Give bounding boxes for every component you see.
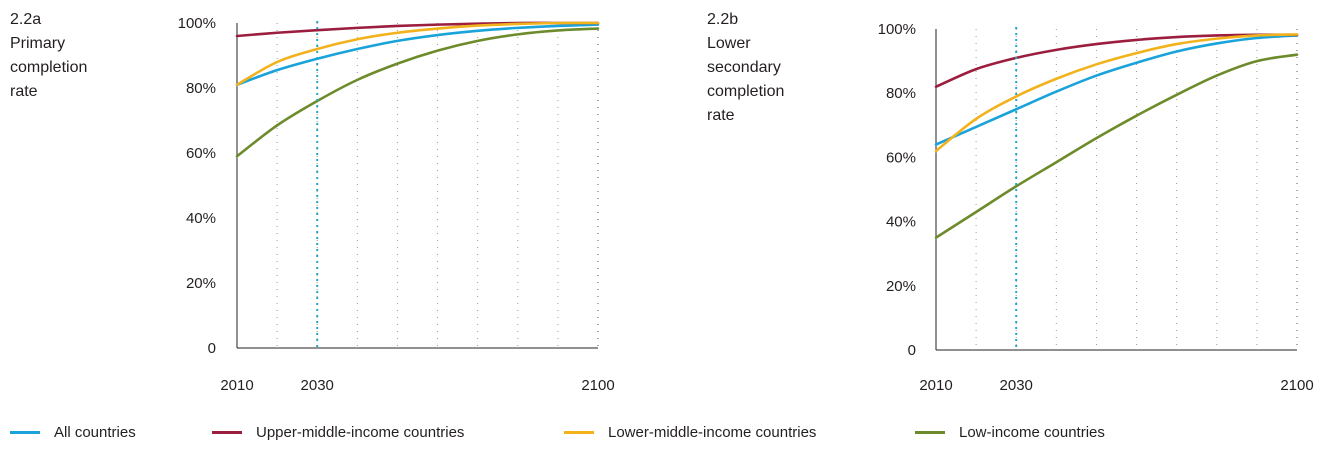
x-tick-label-2030: 2030 bbox=[301, 377, 334, 394]
y-tick-label-40: 40% bbox=[186, 210, 216, 227]
x-tick-label-2010: 2010 bbox=[220, 377, 253, 394]
chart-a-title: 2.2a Primary completion rate bbox=[10, 11, 88, 100]
legend-label-lower-middle: Lower-middle-income countries bbox=[608, 424, 817, 441]
legend-swatch-all-countries bbox=[10, 431, 40, 434]
legend-swatch-low-income bbox=[915, 431, 945, 434]
series-line-all-countries bbox=[235, 23, 600, 87]
y-tick-label-40: 40% bbox=[886, 214, 916, 231]
series-line-low-income-countries bbox=[934, 53, 1299, 239]
chart-a-primary-completion: 0 20% 40% 60% 80% 100% 2010 2030 2100 bbox=[178, 15, 615, 394]
y-tick-label-80: 80% bbox=[886, 85, 916, 102]
y-tick-label-80: 80% bbox=[186, 80, 216, 97]
y-tick-label-60: 60% bbox=[886, 149, 916, 166]
y-tick-label-60: 60% bbox=[186, 145, 216, 162]
y-tick-label-20: 20% bbox=[886, 278, 916, 295]
legend: All countries Upper-middle-income countr… bbox=[0, 424, 1317, 450]
legend-label-low-income: Low-income countries bbox=[959, 424, 1105, 441]
legend-label-upper-middle: Upper-middle-income countries bbox=[256, 424, 465, 441]
chart-b-lower-secondary-completion: 0 20% 40% 60% 80% 100% 2010 2030 2100 bbox=[878, 21, 1314, 394]
legend-swatch-lower-middle bbox=[564, 431, 594, 434]
y-tick-label-100: 100% bbox=[178, 15, 216, 32]
x-tick-label-2100: 2100 bbox=[581, 377, 614, 394]
y-tick-label-0: 0 bbox=[208, 340, 216, 357]
x-tick-label-2030: 2030 bbox=[1000, 377, 1033, 394]
series-line-all-countries bbox=[934, 34, 1299, 146]
legend-item-upper-middle: Upper-middle-income countries bbox=[212, 424, 464, 441]
legend-item-low-income: Low-income countries bbox=[915, 424, 1105, 441]
series-line-upper-middle-income-countries bbox=[934, 33, 1299, 89]
legend-item-all-countries: All countries bbox=[10, 424, 136, 441]
legend-swatch-upper-middle bbox=[212, 431, 242, 434]
chart-b-title: 2.2b Lower secondary completion rate bbox=[707, 11, 785, 124]
legend-label-all-countries: All countries bbox=[54, 424, 136, 441]
series-line-low-income-countries bbox=[235, 27, 600, 158]
y-tick-label-0: 0 bbox=[908, 342, 916, 359]
y-tick-label-20: 20% bbox=[186, 275, 216, 292]
y-tick-label-100: 100% bbox=[878, 21, 916, 38]
series-line-lower-middle-income-countries bbox=[235, 21, 600, 87]
x-tick-label-2100: 2100 bbox=[1280, 377, 1313, 394]
x-tick-label-2010: 2010 bbox=[919, 377, 952, 394]
series-line-lower-middle-income-countries bbox=[934, 33, 1299, 153]
legend-item-lower-middle: Lower-middle-income countries bbox=[564, 424, 816, 441]
